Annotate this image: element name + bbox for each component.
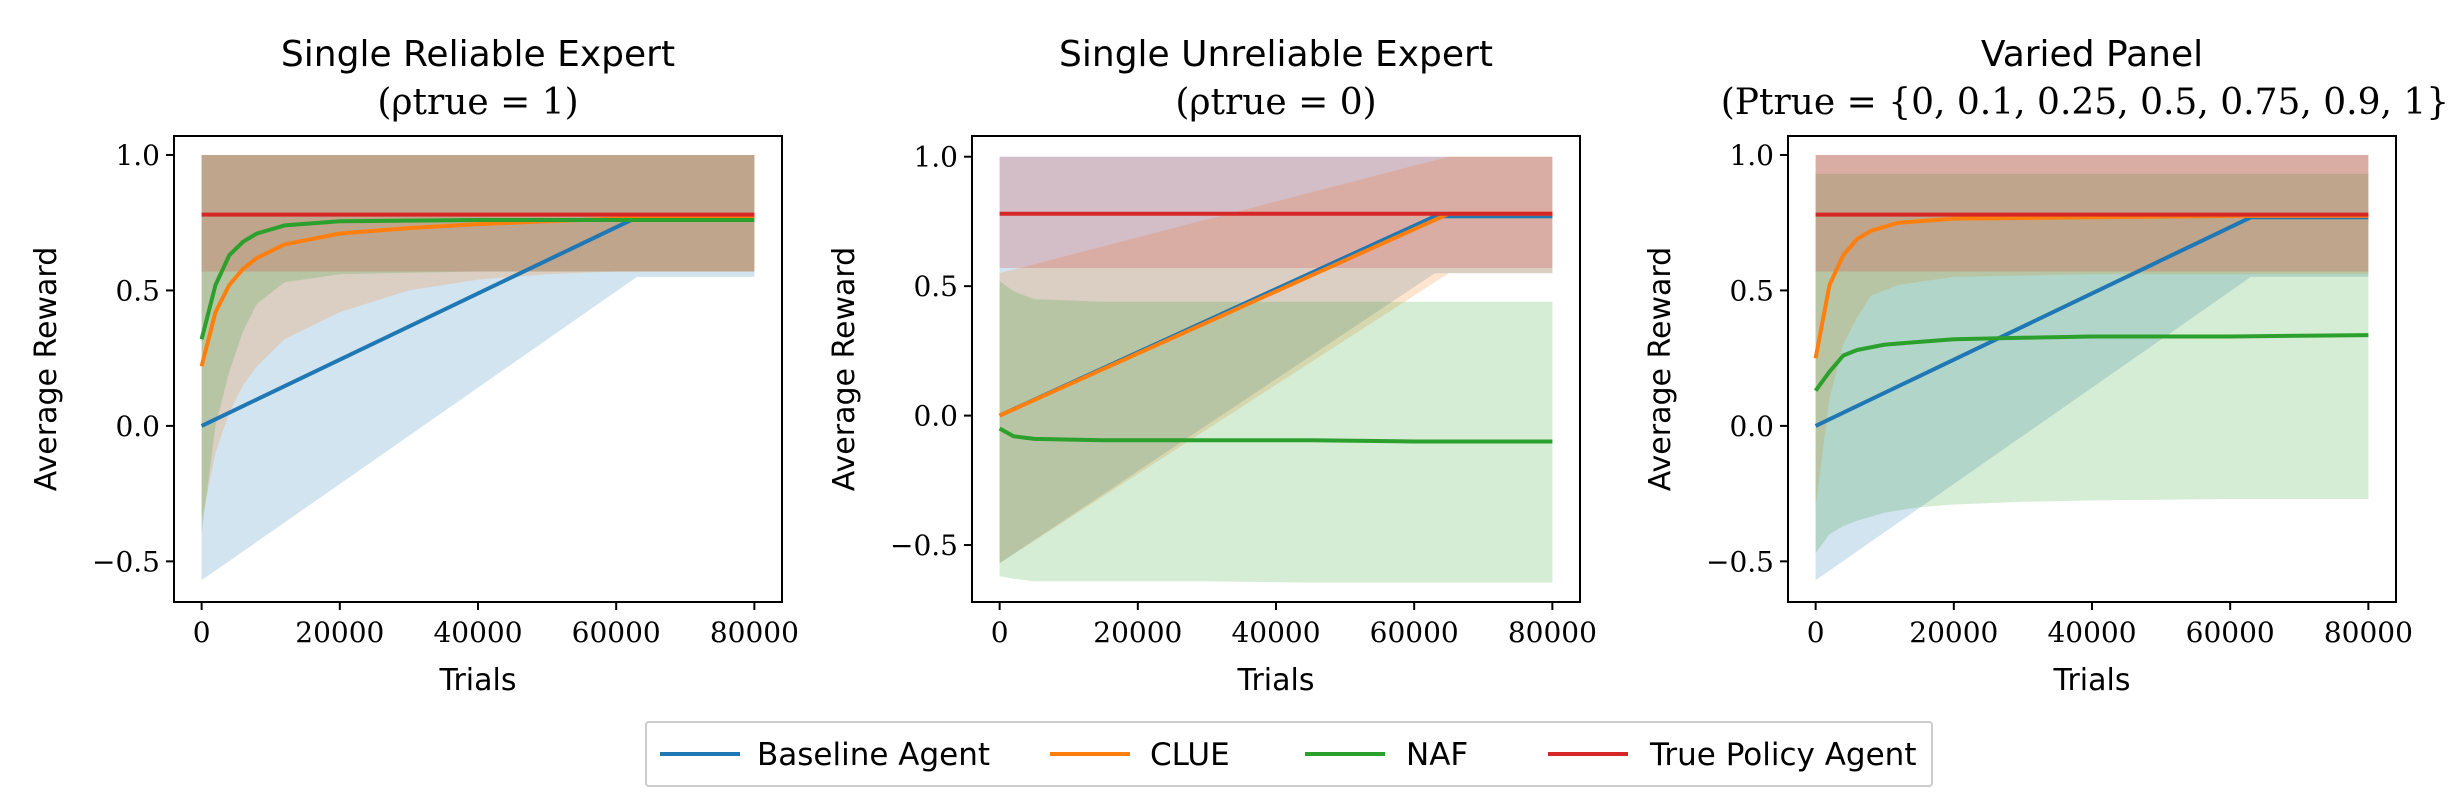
legend: Baseline Agent CLUE NAF True Policy Agen… [645,721,1933,787]
band-baseline-agent [201,155,755,581]
band-clue [201,155,755,521]
y-tick-label: 1.0 [913,141,958,174]
x-tick-label: 40000 [433,616,522,649]
chart-subtitle: (Ptrue = {0, 0.1, 0.25, 0.5, 0.75, 0.9, … [1721,82,2450,123]
band-naf [1815,173,2369,554]
y-tick-label: −0.5 [1706,545,1774,578]
confidence-bands [201,155,755,581]
x-tick-label: 80000 [710,616,799,649]
y-tick-label: 0.5 [1729,274,1774,307]
legend-label-true-policy-agent: True Policy Agent [1649,737,1916,773]
line-naf [1813,333,2369,392]
x-tick-label: 20000 [1093,616,1182,649]
legend-label-baseline-agent: Baseline Agent [757,737,990,773]
series-lines [1813,212,2369,428]
y-tick-label: 0.0 [115,410,160,443]
chart-panel-3: Varied Panel (Ptrue = {0, 0.1, 0.25, 0.5,… [1643,34,2450,698]
chart-title: Single Unreliable Expert [1059,34,1493,75]
y-axis-label: Average Reward [1643,247,1678,491]
chart-title: Single Reliable Expert [281,34,675,75]
confidence-bands [999,156,1553,583]
x-tick-label: 60000 [572,616,661,649]
band-clue [999,156,1553,564]
x-tick-label: 80000 [1508,616,1597,649]
x-tick-label: 0 [193,616,211,649]
y-tick-label: 1.0 [115,139,160,172]
legend-label-clue: CLUE [1150,737,1230,773]
chart-subtitle: (ρtrue = 0) [1175,82,1376,123]
band-baseline-agent [1815,155,2369,581]
x-axis-label: Trials [1237,663,1315,698]
y-tick-label: −0.5 [92,545,160,578]
band-naf [201,155,755,535]
x-tick-label: 0 [991,616,1009,649]
chart-panel-1: Single Reliable Expert (ρtrue = 1) 0 20000 4… [29,34,799,698]
band-naf [999,281,1553,583]
x-tick-label: 60000 [1370,616,1459,649]
y-axis-label: Average Reward [827,247,862,491]
chart-title: Varied Panel [1981,34,2203,75]
chart-subtitle: (ρtrue = 1) [377,82,578,123]
x-tick-label: 40000 [2047,616,2136,649]
legend-label-naf: NAF [1406,737,1468,773]
chart-panel-2: Single Unreliable Expert (ρtrue = 0) 0 2000… [827,34,1597,698]
y-tick-label: 0.5 [913,270,958,303]
x-tick-label: 20000 [295,616,384,649]
y-tick-label: 1.0 [1729,139,1774,172]
line-naf [199,218,755,340]
x-tick-label: 20000 [1909,616,1998,649]
line-naf [998,426,1553,444]
x-axis-label: Trials [2053,663,2131,698]
y-tick-label: 0.5 [115,274,160,307]
series-lines [998,211,1553,444]
y-tick-label: 0.0 [1729,410,1774,443]
y-tick-label: −0.5 [890,529,958,562]
x-axis-label: Trials [439,663,517,698]
y-axis-label: Average Reward [29,247,64,491]
x-tick-label: 60000 [2186,616,2275,649]
x-tick-label: 80000 [2324,616,2413,649]
legend-frame [645,721,1933,787]
y-tick-label: 0.0 [913,400,958,433]
series-lines [199,212,755,428]
x-tick-label: 40000 [1231,616,1320,649]
band-baseline-agent [999,156,1553,564]
x-tick-label: 0 [1807,616,1825,649]
band-clue [1815,155,2369,508]
